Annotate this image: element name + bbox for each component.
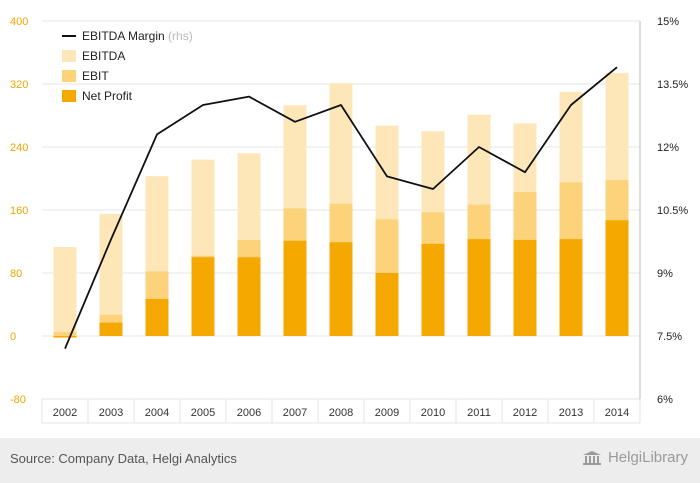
legend-label-ebitda-margin-suffix: (rhs) (168, 29, 193, 43)
y-left-tick-label: -80 (10, 394, 26, 406)
bar-net-profit (237, 257, 261, 336)
x-tick-label: 2004 (145, 407, 169, 419)
bar-ebitda (53, 247, 77, 336)
y-right-tick-label: 15% (657, 16, 679, 28)
brand-logo: HelgiLibrary (582, 449, 688, 466)
y-right-tick-label: 13.5% (657, 79, 688, 91)
source-note: Source: Company Data, Helgi Analytics (10, 451, 237, 466)
bar-layer (53, 72, 629, 338)
legend-label-net-profit: Net Profit (82, 89, 133, 103)
y-left-tick-label: 160 (10, 205, 28, 217)
y-right-tick-label: 7.5% (657, 331, 682, 343)
y-left-tick-label: 0 (10, 331, 16, 343)
x-tick-label: 2007 (283, 407, 307, 419)
bar-ebitda (99, 213, 123, 336)
y-right-tick-label: 12% (657, 142, 679, 154)
bar-net-profit (467, 239, 491, 336)
legend-label-ebitda-margin-name: EBITDA Margin (82, 29, 165, 43)
bar-net-profit (375, 273, 399, 336)
brand-name: HelgiLibrary (607, 449, 688, 466)
x-tick-label: 2011 (467, 407, 491, 419)
x-tick-label: 2010 (421, 407, 445, 419)
x-tick-label: 2003 (99, 407, 123, 419)
x-tick-label: 2006 (237, 407, 261, 419)
bar-net-profit (99, 322, 123, 336)
legend-swatch-ebitda (62, 50, 76, 62)
y-left-tick-label: 320 (10, 79, 28, 91)
bar-net-profit (421, 243, 445, 336)
bar-net-profit (283, 240, 307, 336)
bar-net-profit (191, 257, 215, 336)
bar-net-profit (513, 239, 537, 336)
x-tick-label: 2009 (375, 407, 399, 419)
x-tick-label: 2012 (513, 407, 537, 419)
footer: Source: Company Data, Helgi Analytics He… (0, 438, 700, 483)
bar-net-profit (329, 242, 353, 336)
y-left-tick-label: 80 (10, 268, 22, 280)
legend-label-ebitda: EBITDA (82, 49, 125, 63)
y-right-tick-label: 10.5% (657, 205, 688, 217)
x-tick-label: 2002 (53, 407, 77, 419)
legend-label-ebit: EBIT (82, 69, 109, 83)
legend: EBITDA Margin (rhs) EBITDA EBIT Net Prof… (62, 29, 193, 103)
bar-net-profit (53, 336, 77, 338)
bar-net-profit (605, 220, 629, 336)
chart: -80 0 80 160 240 320 400 6% 7.5% 9% 10.5% 12% 13.5% 1… (10, 16, 688, 424)
line-layer (64, 66, 618, 349)
bar-net-profit (559, 239, 583, 336)
y-right-tick-label: 6% (657, 394, 673, 406)
y-right-tick-label: 9% (657, 268, 673, 280)
y-left-tick-label: 240 (10, 142, 28, 154)
legend-swatch-ebit (62, 70, 76, 82)
legend-label-ebitda-margin: EBITDA Margin (rhs) (82, 29, 193, 43)
x-tick-label: 2014 (605, 407, 629, 419)
x-tick-label: 2005 (191, 407, 215, 419)
bar-ebit (53, 332, 77, 336)
axes: -80 0 80 160 240 320 400 6% 7.5% 9% 10.5% 12% 13.5% 1… (10, 16, 688, 419)
y-left-tick-label: 400 (10, 16, 28, 28)
x-tick-label: 2008 (329, 407, 353, 419)
line-ebitda-margin (64, 66, 618, 349)
bar-net-profit (145, 298, 169, 336)
x-tick-label: 2013 (559, 407, 583, 419)
legend-swatch-net-profit (62, 90, 76, 102)
library-building-icon (582, 450, 601, 465)
